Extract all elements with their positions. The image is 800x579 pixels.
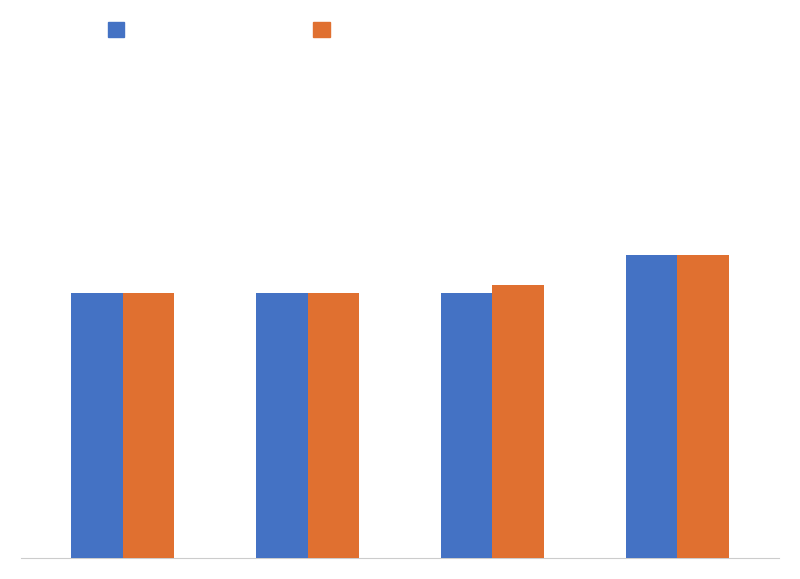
Legend: 2021年２２月, 2022年３月: 2021年２２月, 2022年３月 <box>101 15 472 45</box>
Bar <box>122 293 174 558</box>
Bar <box>307 293 359 558</box>
Bar <box>256 293 307 558</box>
Bar <box>441 293 493 558</box>
Bar <box>626 255 678 558</box>
Bar <box>493 285 544 558</box>
Bar <box>70 293 122 558</box>
Bar <box>678 255 730 558</box>
